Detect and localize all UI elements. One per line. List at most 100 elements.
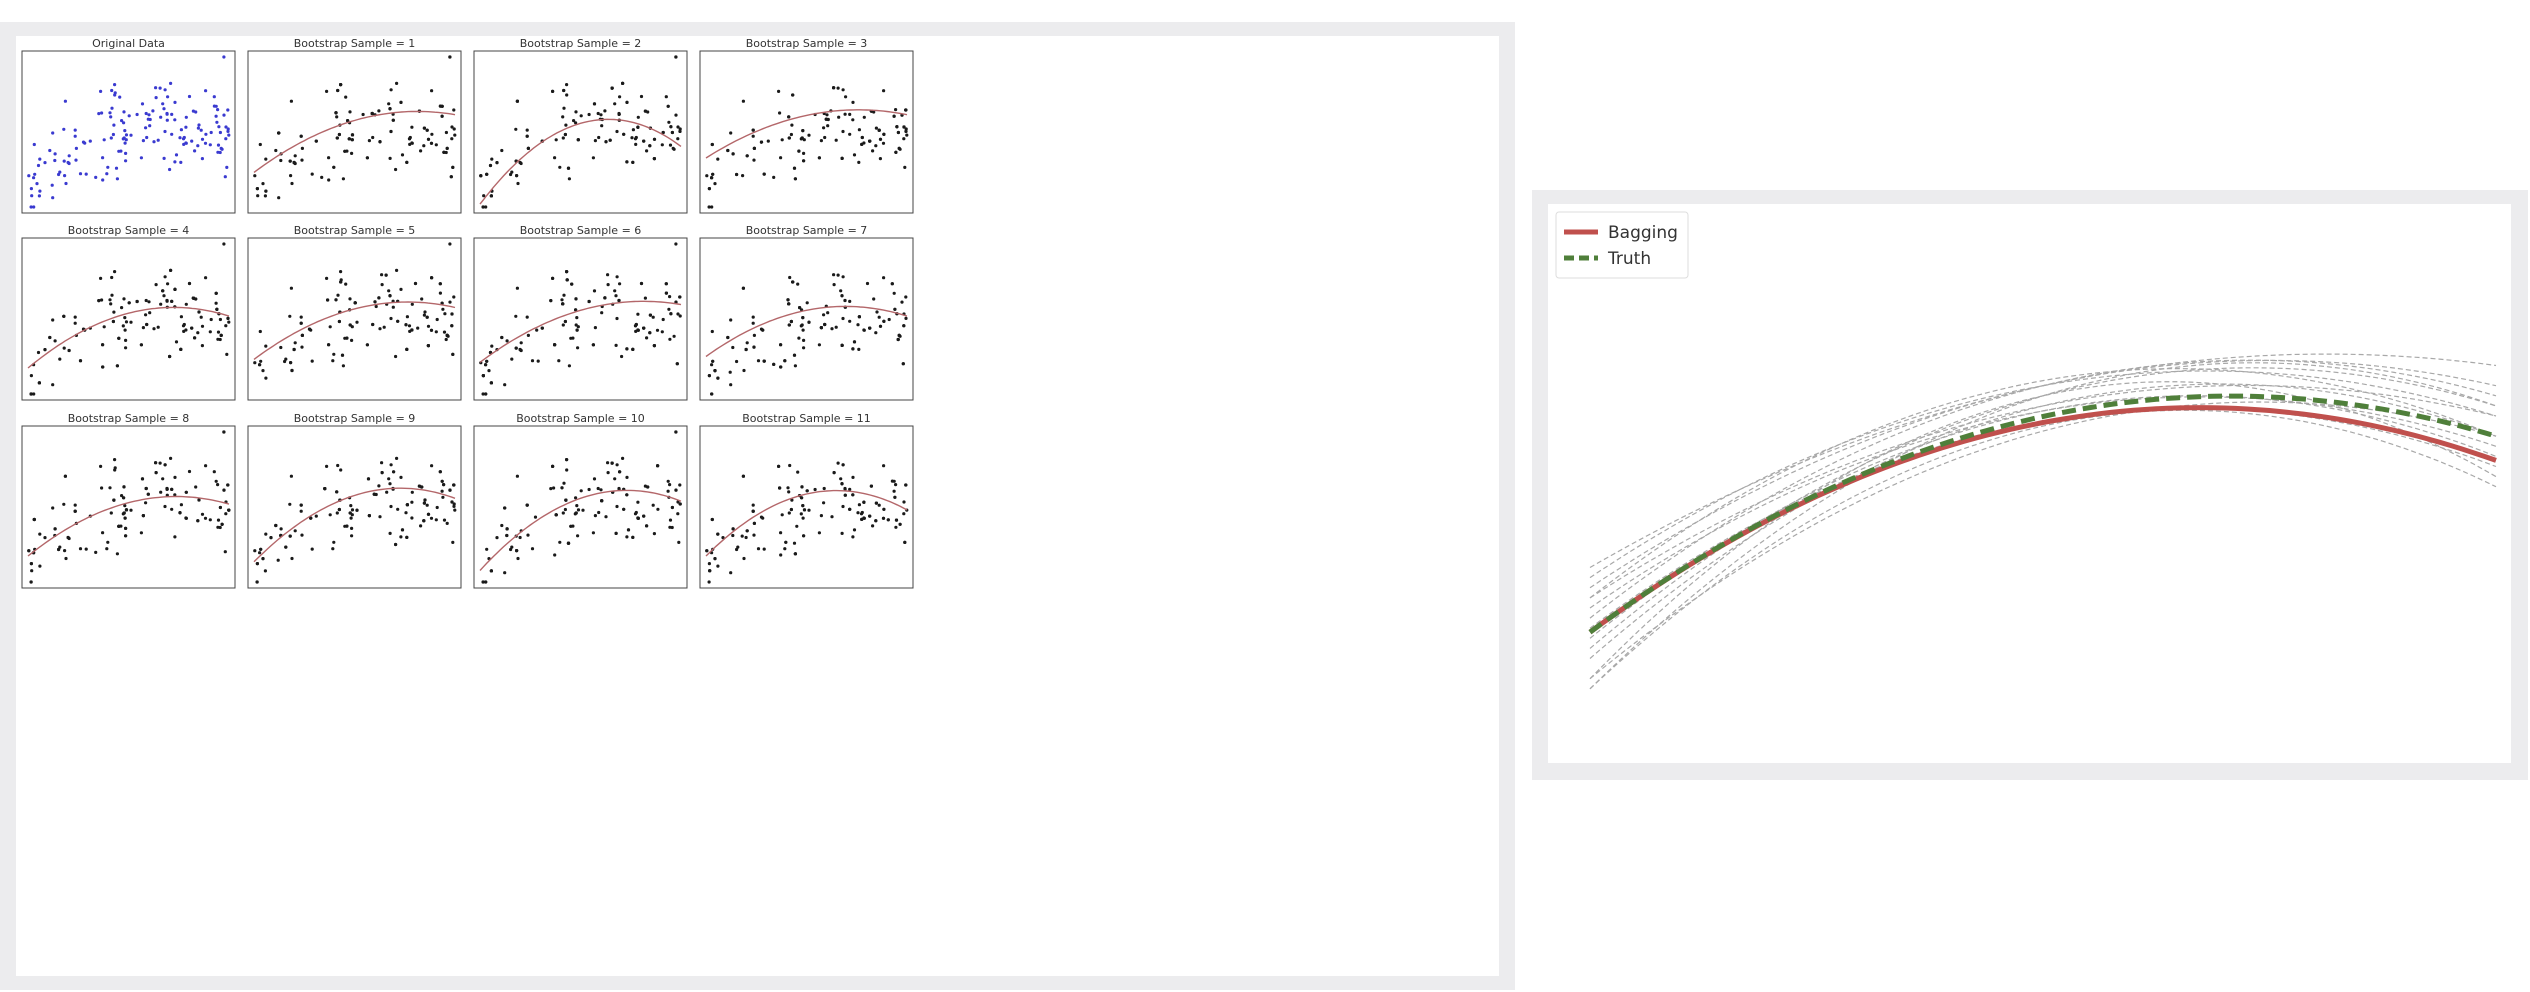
data-point — [331, 359, 335, 363]
data-point — [735, 172, 739, 177]
data-point — [148, 311, 152, 315]
data-point — [101, 343, 105, 347]
data-point — [156, 138, 160, 142]
data-point — [434, 143, 438, 147]
data-point — [561, 302, 565, 306]
data-point — [896, 130, 901, 135]
data-point — [565, 278, 569, 282]
data-point — [33, 172, 37, 176]
data-point — [860, 135, 864, 140]
data-point — [618, 95, 622, 99]
data-point — [196, 144, 200, 148]
data-point — [817, 156, 822, 160]
data-point — [255, 580, 259, 584]
data-point — [533, 515, 538, 519]
data-point — [655, 328, 660, 332]
data-point — [425, 315, 429, 319]
data-point — [62, 346, 66, 350]
data-point — [181, 137, 186, 141]
data-point — [181, 324, 186, 328]
data-point — [50, 183, 54, 187]
data-point — [53, 527, 57, 531]
data-point — [500, 523, 504, 528]
data-point — [124, 338, 128, 342]
data-point — [429, 328, 434, 332]
data-point — [617, 111, 621, 116]
fit-line — [27, 306, 230, 369]
data-point — [154, 86, 158, 90]
data-point — [837, 115, 841, 119]
data-point — [752, 345, 756, 349]
data-point — [822, 486, 826, 491]
data-point — [184, 516, 188, 520]
data-point — [328, 513, 332, 517]
data-point — [197, 498, 201, 502]
panel-6: Bootstrap Sample = 6 — [473, 224, 688, 401]
data-point — [218, 317, 222, 322]
data-point — [396, 319, 400, 323]
data-point — [903, 165, 907, 169]
data-point — [868, 139, 872, 143]
data-point — [187, 281, 192, 286]
data-point — [652, 532, 657, 536]
data-point — [664, 95, 668, 99]
data-point — [565, 83, 569, 87]
data-point — [123, 328, 127, 332]
data-point — [670, 525, 674, 530]
data-point — [169, 456, 173, 460]
data-point — [277, 131, 281, 135]
data-point — [856, 323, 860, 327]
data-point — [339, 468, 343, 472]
data-point — [772, 362, 776, 366]
data-point — [807, 133, 811, 137]
data-point — [716, 157, 720, 161]
data-point — [78, 172, 83, 176]
data-point — [664, 291, 669, 295]
data-point — [485, 172, 489, 176]
data-point — [593, 326, 598, 330]
data-point — [197, 123, 201, 127]
data-point — [886, 518, 890, 522]
data-point — [204, 132, 208, 136]
data-point — [222, 113, 226, 117]
data-point — [591, 531, 596, 535]
data-point — [514, 314, 518, 318]
data-point — [259, 547, 263, 551]
data-point — [385, 490, 389, 494]
data-point — [345, 149, 349, 153]
data-point — [822, 313, 826, 317]
data-point — [479, 174, 483, 178]
panel-frame — [473, 237, 688, 401]
data-point — [481, 392, 485, 396]
data-point — [721, 536, 725, 540]
data-point — [868, 326, 872, 330]
data-point — [446, 334, 450, 338]
data-point — [593, 139, 598, 143]
data-point — [503, 506, 507, 510]
data-point — [289, 474, 293, 478]
data-point — [109, 511, 113, 515]
data-point — [110, 106, 114, 110]
data-point — [652, 157, 657, 161]
data-point — [307, 327, 312, 331]
fit-line — [705, 489, 908, 557]
data-point — [224, 512, 228, 516]
data-point — [562, 106, 566, 110]
data-point — [634, 142, 638, 146]
data-point — [141, 514, 145, 518]
data-point — [898, 522, 902, 526]
data-point — [111, 132, 115, 137]
data-point — [874, 519, 878, 523]
data-point — [43, 161, 47, 165]
data-point — [894, 483, 898, 487]
data-point — [344, 282, 348, 286]
data-point — [99, 464, 103, 468]
data-point — [451, 540, 455, 544]
data-point — [606, 283, 610, 287]
data-point — [27, 549, 31, 553]
data-point — [43, 536, 47, 540]
data-point — [836, 461, 840, 465]
data-point — [32, 142, 36, 147]
data-point — [410, 516, 414, 520]
data-point — [802, 338, 806, 342]
